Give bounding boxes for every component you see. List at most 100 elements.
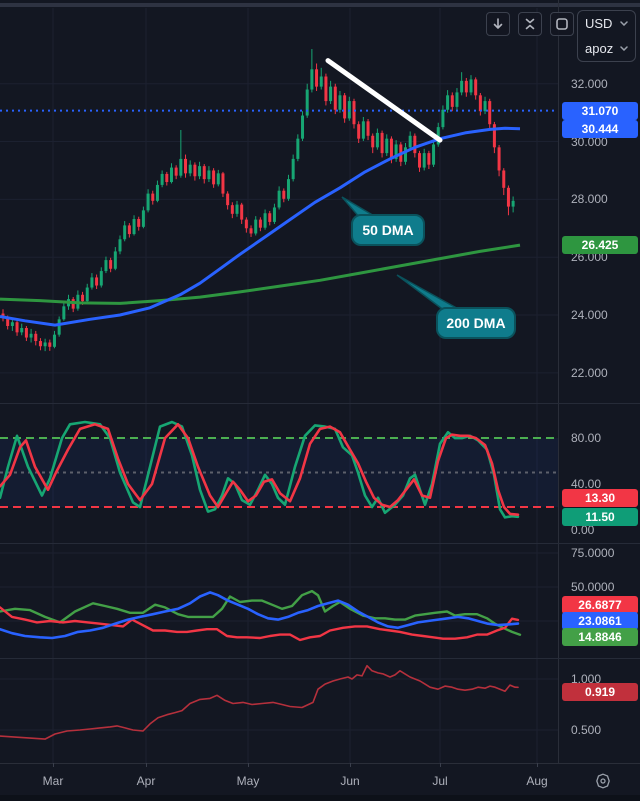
stoch-k-line[interactable] xyxy=(0,420,520,519)
candle-body xyxy=(413,135,417,154)
candle-body xyxy=(511,200,515,207)
candle-body xyxy=(202,166,206,180)
candle-body xyxy=(394,144,398,159)
currency-dropdown[interactable]: USD xyxy=(578,11,635,36)
minus-di-line[interactable] xyxy=(0,606,520,642)
pane-separator-2[interactable] xyxy=(0,543,640,544)
candle-body xyxy=(301,115,305,139)
time-axis-tick xyxy=(53,763,54,767)
candle-body xyxy=(291,158,295,180)
candle-body xyxy=(488,101,492,125)
price-tick-label: 32.000 xyxy=(571,76,608,91)
candle-body xyxy=(352,101,356,125)
candle-body xyxy=(441,109,445,128)
pane-separator-1[interactable] xyxy=(0,403,640,404)
candle-body xyxy=(193,164,197,177)
candle-body xyxy=(315,69,319,87)
collapse-pane-button[interactable] xyxy=(518,12,542,36)
maximize-pane-button[interactable] xyxy=(550,12,574,36)
callout-200dma[interactable]: 200 DMA xyxy=(396,274,516,339)
candle-body xyxy=(436,127,440,145)
candle-body xyxy=(464,80,468,93)
candle-body xyxy=(371,135,375,148)
symbol-dropdown[interactable]: apoz xyxy=(578,36,635,61)
price-value-badge: 11.50 xyxy=(562,508,638,526)
candle-body xyxy=(221,173,225,194)
candle-body xyxy=(418,153,422,168)
time-axis-tick xyxy=(440,763,441,767)
candle-body xyxy=(469,79,473,93)
time-axis-tick xyxy=(248,763,249,767)
candle-body xyxy=(226,193,230,206)
candle-body xyxy=(29,333,33,338)
symbol-label: apoz xyxy=(585,41,614,56)
candle-body xyxy=(272,207,276,222)
candle-body xyxy=(235,204,239,214)
pane-separator-3[interactable] xyxy=(0,658,640,659)
candle-body xyxy=(155,184,159,201)
gear-icon xyxy=(596,773,610,789)
candle-body xyxy=(24,328,28,338)
candle-body xyxy=(361,121,365,139)
candle-body xyxy=(184,158,188,174)
scroll-down-button[interactable] xyxy=(486,12,510,36)
chevron-down-icon xyxy=(620,21,628,26)
callout-label: 50 DMA xyxy=(362,222,413,238)
candle-body xyxy=(268,213,272,222)
ratio-line-line[interactable] xyxy=(0,664,519,740)
price-value-badge: 26.425 xyxy=(562,235,638,254)
adx-line[interactable] xyxy=(0,591,520,640)
callout-bubble xyxy=(351,214,425,246)
price-tick-label: 24.000 xyxy=(571,308,608,322)
axis-settings-button[interactable] xyxy=(591,770,615,792)
candle-body xyxy=(324,76,328,102)
candle-body xyxy=(502,170,506,188)
price-tick-label: 28.000 xyxy=(571,192,608,207)
candle-body xyxy=(422,153,426,168)
candle-body xyxy=(446,95,450,110)
oscillator-band xyxy=(0,438,558,508)
stoch-d-line[interactable] xyxy=(0,423,520,516)
candle-body xyxy=(403,147,407,162)
ma50-line[interactable] xyxy=(0,126,521,327)
candle-body xyxy=(380,132,384,154)
candle-body xyxy=(146,193,150,211)
candle-body xyxy=(62,306,66,320)
price-tick-label: 22.000 xyxy=(571,365,608,380)
candle-body xyxy=(160,173,164,185)
price-value-badge: 31.070 xyxy=(562,101,638,120)
candle-body xyxy=(188,164,192,174)
candle-body xyxy=(165,173,169,183)
candle-body xyxy=(492,124,496,148)
candle-body xyxy=(85,287,89,302)
candle-body xyxy=(212,170,216,185)
candle-body xyxy=(263,213,267,228)
candle-body xyxy=(258,219,262,228)
time-axis-tick xyxy=(146,763,147,767)
candle-body xyxy=(81,294,85,302)
time-axis-month-label: May xyxy=(236,774,260,788)
candle-body xyxy=(460,80,464,93)
candle-body xyxy=(6,317,10,326)
candle-body xyxy=(127,225,131,235)
plus-di-line[interactable] xyxy=(0,589,522,636)
ma200-line[interactable] xyxy=(0,243,521,305)
candle-body xyxy=(450,95,454,107)
candle-body xyxy=(104,260,108,272)
candle-body xyxy=(366,121,370,136)
candle-body xyxy=(99,271,103,286)
candle-body xyxy=(240,204,244,220)
candle-body xyxy=(497,147,501,171)
price-value-badge: 14.8846 xyxy=(562,628,638,646)
candle-body xyxy=(95,277,99,286)
callout-50dma[interactable]: 50 DMA xyxy=(341,196,425,246)
callout-bubble xyxy=(436,307,516,339)
candle-body xyxy=(198,166,202,177)
trendline-drawing[interactable] xyxy=(325,58,443,143)
top-strip xyxy=(0,3,640,7)
price-value-badge: 30.444 xyxy=(562,119,638,138)
candle-body xyxy=(57,319,61,335)
maximize-frame-icon xyxy=(556,18,568,30)
